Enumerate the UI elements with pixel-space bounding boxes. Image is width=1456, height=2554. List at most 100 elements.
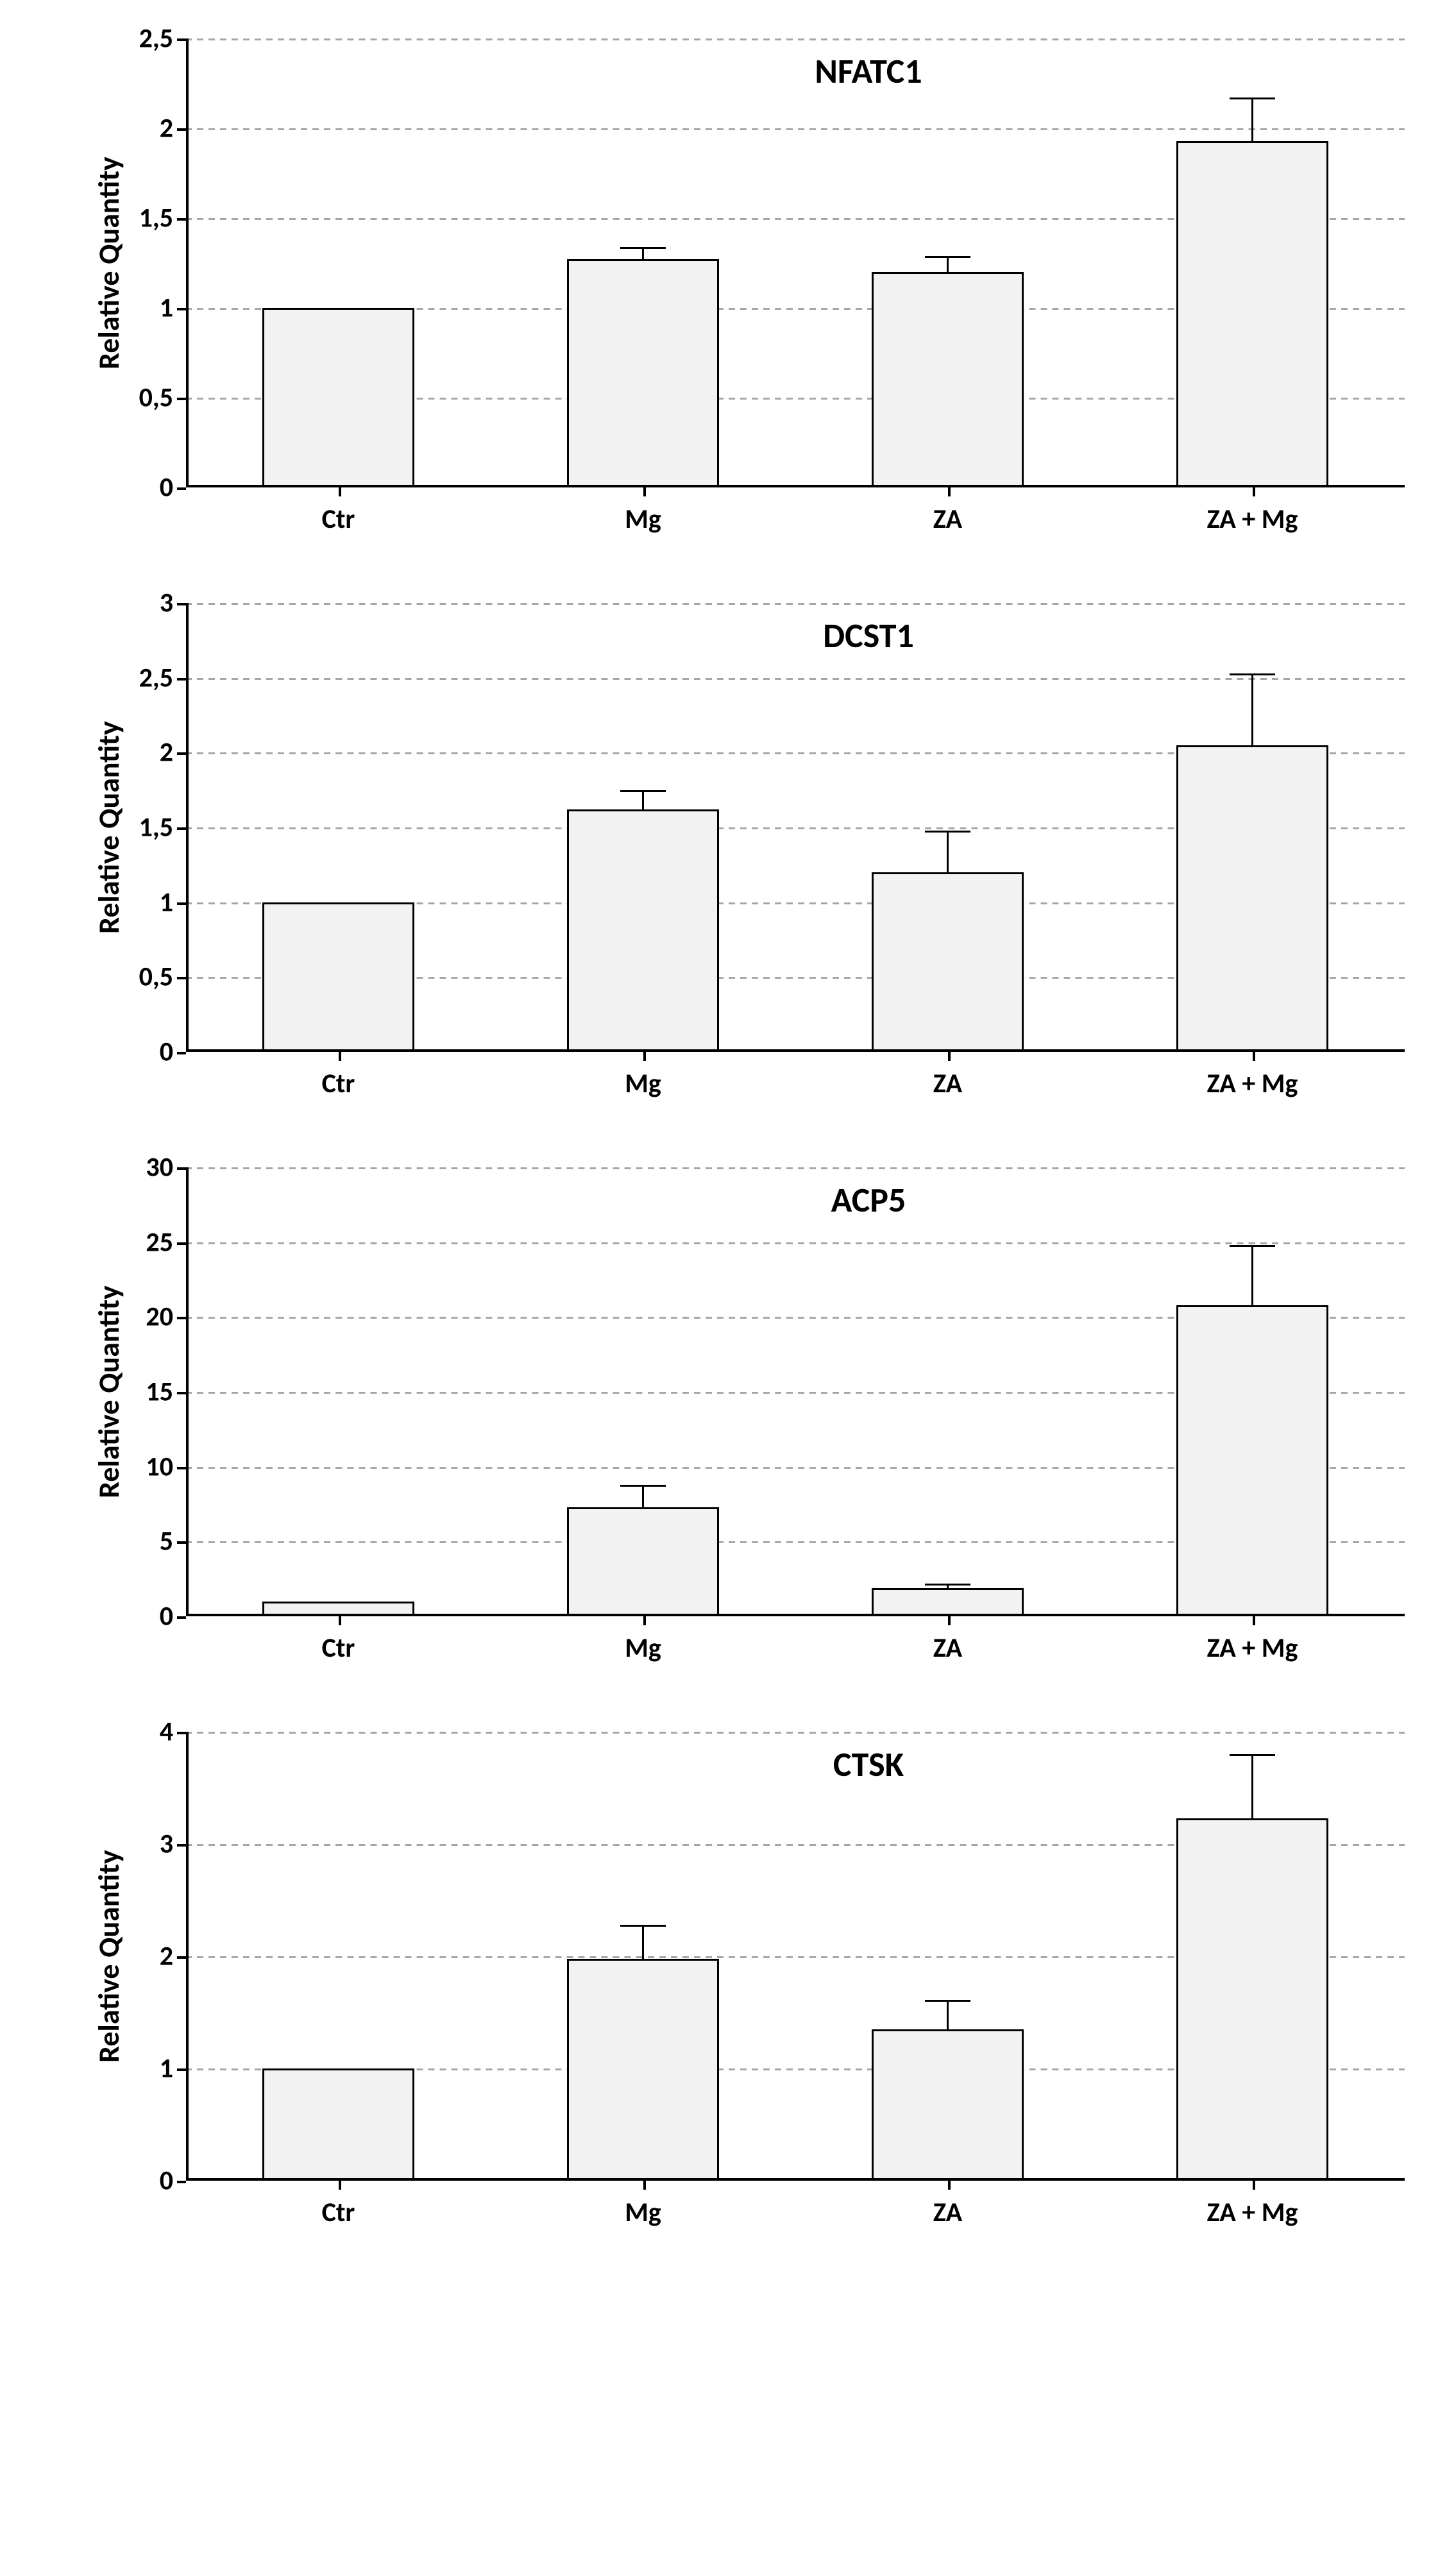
x-tick-label: ZA + Mg (1207, 2181, 1298, 2229)
figure-page: Relative Quantity 0 0,5 1 1,5 2 2,5 Ctr Mg ZA ZA +… (0, 0, 1456, 2373)
bar (872, 1588, 1024, 1616)
y-axis-label: Relative Quantity (91, 1285, 127, 1498)
bar (872, 872, 1024, 1052)
bar (567, 259, 720, 487)
y-tick-label: 0,5 (139, 961, 186, 994)
y-tick-label: 1,5 (139, 811, 186, 844)
error-bar-cap (925, 256, 970, 258)
error-bar-cap (925, 1584, 970, 1586)
y-tick-label: 2,5 (139, 22, 186, 55)
y-tick-label: 10 (146, 1450, 186, 1483)
x-tick-label: Mg (625, 1052, 661, 1100)
bar (872, 272, 1024, 487)
y-tick-label: 15 (146, 1376, 186, 1408)
x-axis (186, 2178, 1405, 2181)
x-tick-label: ZA (933, 1616, 962, 1664)
bar (1176, 141, 1329, 487)
y-axis (186, 38, 189, 487)
x-tick-label: Mg (625, 1616, 661, 1664)
gridline (186, 603, 1405, 605)
error-bar-cap (1230, 1754, 1275, 1756)
bar (567, 1959, 720, 2181)
x-tick-label: ZA (933, 2181, 962, 2229)
x-tick-label: ZA + Mg (1207, 1616, 1298, 1664)
y-tick-label: 2 (160, 112, 186, 145)
chart-title: ACP5 (831, 1179, 906, 1221)
y-tick-label: 0 (160, 471, 186, 504)
chart-title: NFATC1 (815, 50, 922, 92)
y-tick-label: 5 (160, 1525, 186, 1558)
gridline (186, 128, 1405, 130)
error-bar-cap (1230, 673, 1275, 675)
y-tick-label: 25 (146, 1226, 186, 1258)
x-tick-label: Mg (625, 487, 661, 536)
bar (567, 1507, 720, 1616)
y-axis (186, 1732, 189, 2181)
error-bar-cap (925, 831, 970, 833)
gridline (186, 1242, 1405, 1244)
error-bar-stem (642, 790, 644, 809)
y-tick-label: 1 (160, 2052, 186, 2085)
y-tick-label: 30 (146, 1151, 186, 1184)
bar (1176, 1818, 1329, 2181)
error-bar-stem (1251, 97, 1253, 140)
y-tick-label: 2 (160, 1940, 186, 1973)
y-axis (186, 1167, 189, 1616)
bar (262, 902, 415, 1052)
bar (262, 308, 415, 487)
x-tick-label: Ctr (322, 2181, 355, 2229)
y-tick-label: 2,5 (139, 661, 186, 694)
bar (1176, 745, 1329, 1052)
y-tick-label: 3 (160, 1828, 186, 1861)
error-bar-cap (1230, 97, 1275, 99)
x-tick-label: ZA + Mg (1207, 1052, 1298, 1100)
error-bar-stem (642, 1485, 644, 1507)
bar (1176, 1305, 1329, 1616)
error-bar-cap (620, 790, 666, 792)
error-bar-stem (1251, 673, 1253, 745)
x-tick-label: ZA + Mg (1207, 487, 1298, 536)
x-tick-label: Ctr (322, 487, 355, 536)
error-bar-cap (620, 247, 666, 249)
plot-area: 051015202530CtrMgZAZA + MgACP5 (186, 1167, 1405, 1616)
error-bar-cap (1230, 1245, 1275, 1247)
plot-area: 01234CtrMgZAZA + MgCTSK (186, 1732, 1405, 2181)
chart-panel-nfatc1: Relative Quantity00,511,522,5CtrMgZAZA +… (186, 38, 1405, 487)
y-tick-label: 4 (160, 1716, 186, 1748)
x-axis (186, 1049, 1405, 1052)
gridline (186, 678, 1405, 680)
gridline (186, 38, 1405, 40)
chart-title: DCST1 (823, 614, 914, 657)
chart-panel-acp5: Relative Quantity051015202530CtrMgZAZA +… (186, 1167, 1405, 1616)
error-bar-cap (925, 2000, 970, 2002)
y-tick-label: 3 (160, 587, 186, 620)
y-tick-label: 0 (160, 2165, 186, 2197)
y-tick-label: 2 (160, 736, 186, 769)
bar (872, 2029, 1024, 2181)
chart-panel-dcst1: Relative Quantity00,511,522,53CtrMgZAZA … (186, 603, 1405, 1052)
error-bar-stem (947, 256, 949, 272)
x-axis (186, 485, 1405, 487)
y-tick-label: 1,5 (139, 202, 186, 235)
y-axis (186, 603, 189, 1052)
gridline (186, 1732, 1405, 1734)
x-tick-label: Ctr (322, 1616, 355, 1664)
y-tick-label: 1 (160, 886, 186, 918)
bar (567, 809, 720, 1052)
error-bar-stem (1251, 1245, 1253, 1305)
error-bar-stem (947, 2000, 949, 2029)
x-tick-label: ZA (933, 487, 962, 536)
chart-title: CTSK (833, 1743, 904, 1786)
x-tick-label: Mg (625, 2181, 661, 2229)
error-bar-stem (947, 831, 949, 872)
y-tick-label: 0 (160, 1036, 186, 1069)
x-tick-label: Ctr (322, 1052, 355, 1100)
error-bar-stem (642, 1925, 644, 1959)
x-tick-label: ZA (933, 1052, 962, 1100)
y-axis-label: Relative Quantity (91, 721, 127, 934)
error-bar-stem (1251, 1754, 1253, 1818)
y-tick-label: 0 (160, 1600, 186, 1633)
y-axis-label: Relative Quantity (91, 156, 127, 369)
error-bar-cap (620, 1925, 666, 1927)
bar (262, 2068, 415, 2181)
